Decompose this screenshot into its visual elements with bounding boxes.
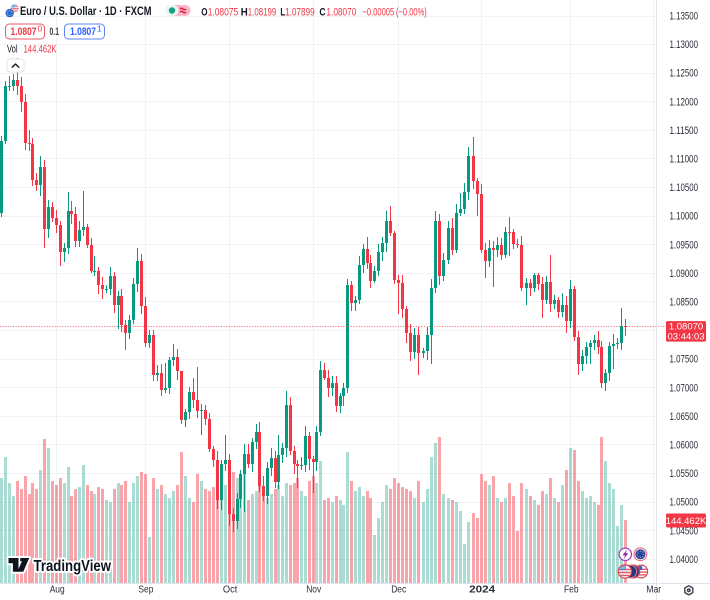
svg-text:1.0807: 1.0807 <box>70 26 96 38</box>
svg-text:1.07500: 1.07500 <box>670 354 699 366</box>
svg-text:C: C <box>319 6 325 18</box>
svg-text:1.08070: 1.08070 <box>326 6 356 18</box>
svg-text:1.13000: 1.13000 <box>670 39 699 51</box>
svg-text:1.07899: 1.07899 <box>285 6 315 18</box>
svg-text:H: H <box>241 6 248 18</box>
svg-text:03:44:03: 03:44:03 <box>668 331 705 342</box>
svg-text:1.09500: 1.09500 <box>670 239 699 251</box>
svg-text:(−0.00%): (−0.00%) <box>396 6 427 18</box>
svg-text:1.07000: 1.07000 <box>670 382 699 394</box>
svg-text:Aug: Aug <box>50 584 65 596</box>
svg-text:1.08500: 1.08500 <box>670 297 699 309</box>
svg-text:Dec: Dec <box>391 584 406 596</box>
svg-text:1.05000: 1.05000 <box>670 497 699 509</box>
svg-text:2024: 2024 <box>469 584 495 596</box>
svg-text:−0.00005: −0.00005 <box>363 6 395 18</box>
svg-text:1.08075: 1.08075 <box>208 6 239 18</box>
svg-text:1.06500: 1.06500 <box>670 411 699 423</box>
svg-text:Euro / U.S. Dollar · 1D · FXCM: Euro / U.S. Dollar · 1D · FXCM <box>20 6 152 18</box>
svg-text:Mar: Mar <box>646 584 661 596</box>
svg-text:1.12000: 1.12000 <box>670 96 699 108</box>
svg-text:144.462K: 144.462K <box>666 516 707 527</box>
svg-text:TradingView: TradingView <box>34 558 112 575</box>
svg-text:1.12500: 1.12500 <box>670 68 699 80</box>
svg-text:0.1: 0.1 <box>50 26 60 38</box>
svg-text:1.06000: 1.06000 <box>670 440 699 452</box>
svg-text:Oct: Oct <box>223 584 238 596</box>
svg-text:Nov: Nov <box>306 584 322 596</box>
svg-text:1.13500: 1.13500 <box>670 11 699 23</box>
svg-text:1.04000: 1.04000 <box>670 554 699 566</box>
svg-text:L: L <box>280 6 285 18</box>
svg-text:1.05500: 1.05500 <box>670 468 699 480</box>
svg-text:1.0807: 1.0807 <box>11 26 37 38</box>
svg-text:0: 0 <box>38 24 43 34</box>
svg-text:Sep: Sep <box>138 584 153 596</box>
svg-text:Vol: Vol <box>7 44 18 56</box>
svg-text:1.10000: 1.10000 <box>670 211 699 223</box>
svg-text:Feb: Feb <box>564 584 579 596</box>
svg-text:O: O <box>201 6 208 18</box>
svg-text:1.04500: 1.04500 <box>670 525 699 537</box>
svg-text:1.11500: 1.11500 <box>670 125 699 137</box>
svg-text:1.11000: 1.11000 <box>670 154 699 166</box>
svg-text:1.08070: 1.08070 <box>669 322 703 333</box>
svg-text:1.09000: 1.09000 <box>670 268 699 280</box>
svg-text:144.462K: 144.462K <box>24 44 57 56</box>
svg-text:1.08199: 1.08199 <box>248 6 276 18</box>
svg-text:1.10500: 1.10500 <box>670 182 699 194</box>
svg-text:1: 1 <box>97 24 102 34</box>
